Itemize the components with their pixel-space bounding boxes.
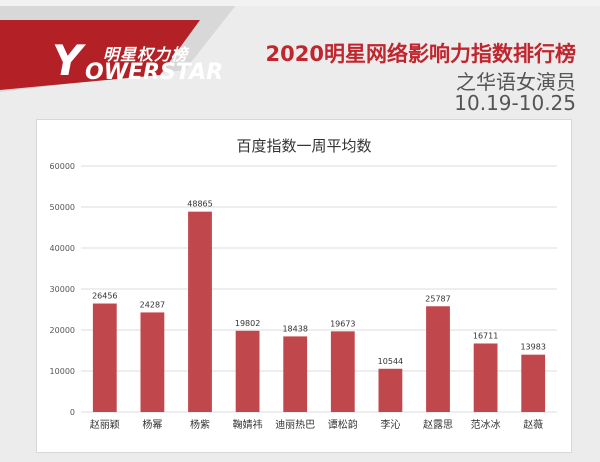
data-label: 18438 — [282, 324, 307, 333]
x-tick-label: 鞠婧祎 — [233, 418, 263, 431]
bar — [521, 354, 546, 412]
x-tick-label: 李沁 — [380, 418, 400, 431]
bar — [378, 368, 403, 412]
y-tick-label: 60000 — [50, 162, 75, 171]
y-tick-label: 0 — [70, 408, 75, 417]
x-tick-label: 范冰冰 — [471, 418, 501, 431]
logo-mark: Y — [52, 36, 83, 85]
chart-title: 百度指数一周平均数 — [236, 137, 371, 155]
bar — [92, 303, 117, 412]
bar — [235, 330, 260, 412]
x-tick-label: 赵露思 — [423, 418, 453, 431]
data-label: 13983 — [520, 343, 545, 352]
x-tick-label: 谭松韵 — [328, 418, 358, 431]
bar — [330, 331, 355, 412]
bar — [188, 211, 212, 412]
data-label: 25787 — [425, 294, 450, 303]
y-tick-label: 30000 — [50, 285, 75, 294]
y-tick-label: 20000 — [50, 326, 75, 335]
data-label: 10544 — [378, 357, 403, 366]
logo-english-text: OWERSTAR — [85, 60, 224, 85]
data-label: 19673 — [330, 319, 355, 328]
data-label: 48865 — [187, 200, 212, 209]
bar — [473, 343, 498, 412]
date-range: 10.19-10.25 — [454, 91, 576, 115]
data-label: 16711 — [473, 331, 498, 340]
top-edge — [0, 0, 600, 6]
page-title: 2020明星网络影响力指数排行榜 — [265, 42, 576, 66]
page-subtitle: 之华语女演员 — [456, 70, 576, 94]
x-tick-label: 赵薇 — [523, 418, 543, 431]
data-label: 24287 — [140, 300, 165, 309]
logo-red-banner — [0, 20, 200, 90]
data-label: 26456 — [92, 292, 117, 301]
bar — [426, 306, 450, 412]
x-tick-label: 杨紫 — [190, 418, 210, 431]
bar — [140, 312, 165, 412]
x-tick-label: 赵丽颖 — [90, 418, 120, 431]
data-label: 19802 — [235, 319, 260, 328]
y-tick-label: 10000 — [50, 367, 75, 376]
y-tick-label: 40000 — [50, 244, 75, 253]
chart-panel: 百度指数一周平均数 0 10000 20000 30000 40000 50000 60000… — [36, 119, 572, 453]
x-tick-label: 迪丽热巴 — [275, 418, 315, 431]
x-tick-label: 杨幂 — [142, 418, 162, 431]
bar-chart: 百度指数一周平均数 0 10000 20000 30000 40000 50000 60000… — [50, 137, 557, 431]
logo-chinese-text: 明星权力榜 — [103, 45, 189, 64]
y-tick-label: 50000 — [50, 203, 75, 212]
bar — [283, 336, 308, 412]
